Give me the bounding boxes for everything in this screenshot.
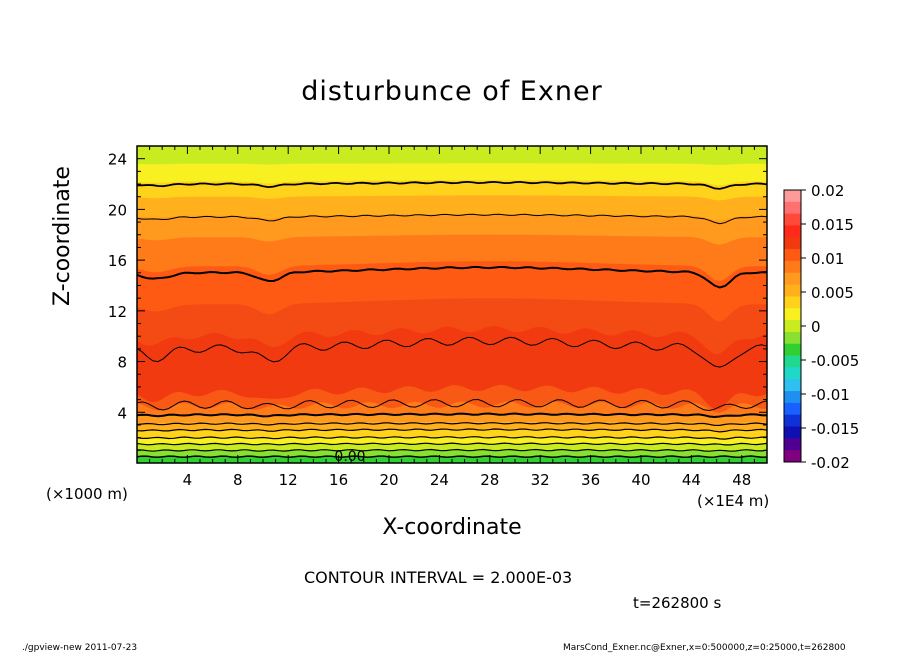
field-band xyxy=(137,146,767,165)
x-tick-label: 8 xyxy=(233,471,243,489)
y-tick-label: 20 xyxy=(108,201,127,219)
colorbar-tick-label: -0.015 xyxy=(811,420,859,438)
colorbar: 0.02 0.015 0.01 0.005 0 -0.005 -0.01 -0.015 -0.0… xyxy=(783,182,859,472)
chart-title: disturbunce of Exner xyxy=(301,76,603,107)
y-tick-label: 24 xyxy=(108,151,127,169)
colorbar-swatch xyxy=(784,308,801,321)
colorbar-swatch xyxy=(784,272,801,286)
colorbar-swatch xyxy=(784,225,801,238)
colorbar-tick-label: 0.015 xyxy=(811,216,854,234)
colorbar-swatch xyxy=(784,296,801,309)
contour-line xyxy=(136,455,768,459)
contour-line xyxy=(136,336,768,368)
colorbar-swatch xyxy=(784,355,801,368)
contour-line xyxy=(136,428,768,433)
x-tick-label: 12 xyxy=(279,471,298,489)
footer-left: ./gpview-new 2011-07-23 xyxy=(22,643,138,653)
contour-line xyxy=(136,422,768,426)
colorbar-swatch xyxy=(784,249,801,262)
contour-line xyxy=(136,213,768,225)
colorbar-swatch xyxy=(784,190,801,203)
footer-right: MarsCond_Exner.nc@Exner,x=0:500000,z=0:2… xyxy=(563,643,846,653)
colorbar-swatch xyxy=(784,331,801,345)
colorbar-swatch xyxy=(784,343,801,357)
x-tick-label: 24 xyxy=(430,471,449,489)
contour-line xyxy=(137,180,768,190)
colorbar-swatch xyxy=(784,414,801,428)
x-axis-label: X-coordinate xyxy=(0,515,904,540)
colorbar-tick-label: -0.02 xyxy=(811,454,850,472)
colorbar-swatch xyxy=(784,260,801,274)
contour-line xyxy=(136,448,768,452)
colorbar-tick-label: -0.01 xyxy=(811,386,850,404)
colorbar-swatch xyxy=(784,284,801,297)
contour-line xyxy=(136,412,768,419)
time-label: t=262800 s xyxy=(633,594,722,612)
colorbar-tick-label: 0.01 xyxy=(811,250,844,268)
contour-line xyxy=(136,266,768,289)
colorbar-swatch xyxy=(784,201,801,215)
colorbar-tick-label: -0.005 xyxy=(811,352,859,370)
contour-lines xyxy=(136,180,768,459)
x-tick-label: 36 xyxy=(581,471,600,489)
y-tick-label: 12 xyxy=(108,303,127,321)
colorbar-swatch xyxy=(784,213,801,226)
contour-interval: CONTOUR INTERVAL = 2.000E-03 xyxy=(304,568,573,587)
contour-label: 0.00 xyxy=(334,449,365,465)
colorbar-swatch xyxy=(784,379,801,392)
colorbar-swatch xyxy=(784,367,801,380)
colorbar-swatch xyxy=(784,320,801,333)
x-tick-label: 44 xyxy=(682,471,701,489)
y-tick-label: 4 xyxy=(117,404,127,422)
x-tick-label: 16 xyxy=(329,471,348,489)
x-unit-right: (×1E4 m) xyxy=(697,492,770,510)
y-tick-label: 8 xyxy=(117,354,127,372)
colorbar-swatch xyxy=(784,391,801,404)
colorbar-swatch xyxy=(784,426,801,439)
x-tick-label: 40 xyxy=(631,471,650,489)
colorbar-swatch xyxy=(784,438,801,451)
colorbar-swatch xyxy=(784,402,801,416)
x-tick-label: 48 xyxy=(732,471,751,489)
x-unit-left: (×1000 m) xyxy=(46,485,128,503)
y-tick-label: 16 xyxy=(108,252,127,270)
x-axis-label-text: X-coordinate xyxy=(382,515,522,540)
contour-line xyxy=(136,398,768,412)
colorbar-swatch xyxy=(784,237,801,250)
x-tick-label: 20 xyxy=(379,471,398,489)
contour-line xyxy=(136,442,768,446)
colorbar-tick-label: 0.005 xyxy=(811,284,854,302)
y-axis-label: Z-coordinate xyxy=(50,166,75,306)
colorbar-swatch xyxy=(784,450,801,463)
colorbar-tick-label: 0.02 xyxy=(811,182,844,200)
contour-line xyxy=(136,436,767,440)
colorbar-tick-label: 0 xyxy=(811,318,821,336)
x-tick-label: 4 xyxy=(183,471,193,489)
x-tick-label: 32 xyxy=(531,471,550,489)
x-tick-label: 28 xyxy=(480,471,499,489)
